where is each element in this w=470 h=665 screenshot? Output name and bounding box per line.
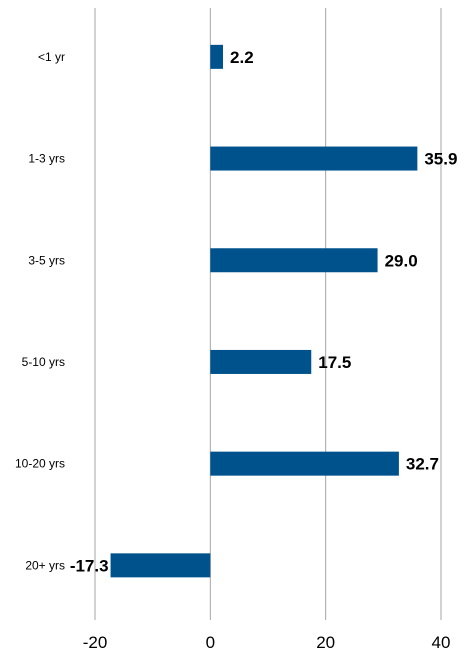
category-label: 1-3 yrs [28,152,65,166]
category-label: 5-10 yrs [22,355,65,369]
category-label: 20+ yrs [25,558,65,572]
bar [210,451,399,476]
value-label: 32.7 [406,455,439,474]
bar [210,349,312,374]
bar [210,44,224,69]
bar-layer [110,44,418,578]
value-label: 35.9 [424,150,457,169]
category-label: 10-20 yrs [15,457,65,471]
category-label: 3-5 yrs [28,253,65,267]
bar [210,248,378,273]
value-label: 29.0 [385,251,418,270]
grid-layer [94,8,442,620]
bar [210,146,418,171]
x-tick-label: -20 [83,633,108,652]
category-label: <1 yr [38,50,65,64]
x-tick-label: 0 [206,633,215,652]
x-tick-label: 40 [432,633,451,652]
value-label: 2.2 [230,48,254,67]
value-label: 17.5 [318,353,351,372]
x-tick-label: 20 [316,633,335,652]
value-label: -17.3 [70,556,109,575]
label-layer: -20 0 20 40 <1 yr 2.2 1-3 yrs 35.9 3-5 yrs 29.0 5-… [15,48,457,652]
bar [110,553,211,578]
